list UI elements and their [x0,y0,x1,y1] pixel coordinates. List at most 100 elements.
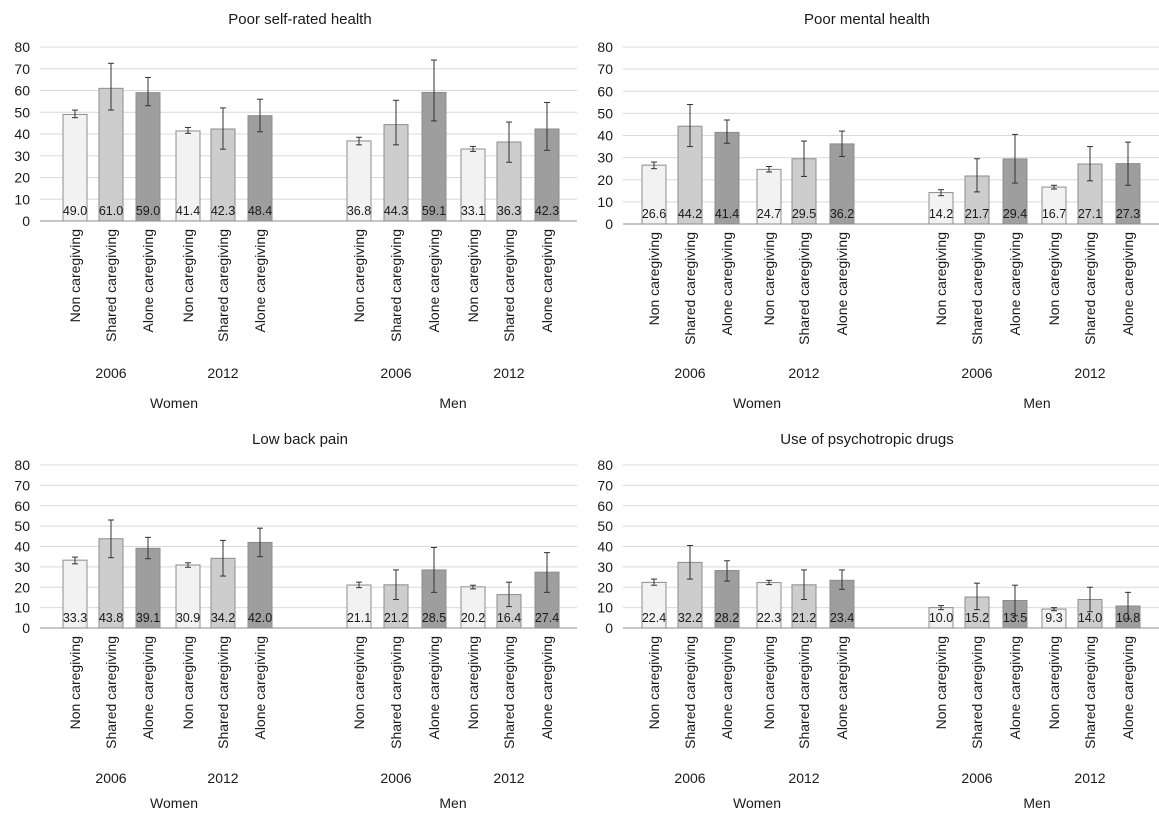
category-label: Alone caregiving [426,636,442,740]
category-label: Shared caregiving [388,229,404,342]
bar [714,131,740,225]
category-label: Shared caregiving [1082,232,1098,345]
category-label: Alone caregiving [252,636,268,740]
y-tick-label: 20 [14,579,30,595]
data-label: 21.2 [792,611,816,625]
data-label: 28.5 [422,611,446,625]
bar [756,168,782,225]
group-label: Men [1023,395,1050,411]
chart-panel-1: Poor self-rated health 0 10 20 30 40 50 60 70 80 4… [14,11,577,411]
bar [346,584,372,629]
data-label: 20.2 [461,611,485,625]
y-tick-label: 40 [14,539,30,555]
y-tick-label: 0 [605,216,613,232]
group-label: Men [439,795,466,811]
y-tick-label: 20 [597,172,613,188]
y-tick-label: 70 [597,61,613,77]
data-label: 59.1 [422,204,446,218]
data-label: 41.4 [176,204,200,218]
data-label: 15.2 [965,611,989,625]
chart-panel-3: Low back pain 0 10 20 30 40 50 60 70 80 33.3 Non ca… [14,431,577,811]
category-label: Non caregiving [646,232,662,325]
data-label: 44.3 [384,204,408,218]
y-tick-label: 50 [597,518,613,534]
data-label: 42.0 [248,611,272,625]
category-label: Shared caregiving [103,636,119,749]
data-label: 29.5 [792,207,816,221]
data-label: 29.4 [1003,207,1027,221]
category-label: Alone caregiving [252,229,268,333]
year-label: 2012 [1074,770,1105,786]
data-label: 36.8 [347,204,371,218]
data-label: 27.1 [1078,207,1102,221]
category-label: Non caregiving [67,229,83,322]
bar [421,569,447,629]
y-tick-label: 60 [14,498,30,514]
data-label: 22.4 [642,611,666,625]
data-label: 10.0 [929,611,953,625]
category-label: Non caregiving [933,232,949,325]
data-label: 42.3 [535,204,559,218]
bar [641,164,667,225]
data-label: 24.7 [757,207,781,221]
chart-title: Poor mental health [804,11,930,28]
category-label: Shared caregiving [796,636,812,749]
y-tick-label: 40 [597,539,613,555]
category-label: Shared caregiving [501,229,517,342]
category-label: Alone caregiving [719,636,735,740]
category-label: Alone caregiving [426,229,442,333]
category-label: Non caregiving [180,636,196,729]
chart-title: Poor self-rated health [228,11,371,28]
category-label: Non caregiving [67,636,83,729]
data-label: 44.2 [678,207,702,221]
data-label: 9.3 [1045,611,1062,625]
data-label: 41.4 [715,207,739,221]
y-tick-label: 80 [597,39,613,55]
category-label: Alone caregiving [539,229,555,333]
category-label: Shared caregiving [969,636,985,749]
category-label: Shared caregiving [682,636,698,749]
data-label: 13.5 [1003,611,1027,625]
group-label: Women [150,395,198,411]
category-label: Alone caregiving [140,636,156,740]
group-label: Men [1023,795,1050,811]
year-label: 2006 [95,365,126,381]
data-label: 36.2 [830,207,854,221]
data-label: 30.9 [176,611,200,625]
data-label: 42.3 [211,204,235,218]
group-label: Women [733,395,781,411]
y-tick-label: 70 [597,477,613,493]
data-label: 23.4 [830,611,854,625]
data-label: 14.2 [929,207,953,221]
bar [346,140,372,222]
data-label: 16.7 [1042,207,1066,221]
y-tick-label: 20 [597,579,613,595]
category-label: Alone caregiving [834,232,850,336]
y-tick-label: 60 [597,83,613,99]
data-label: 14.0 [1078,611,1102,625]
y-tick-label: 80 [14,457,30,473]
bar [135,547,161,629]
data-label: 39.1 [136,611,160,625]
category-label: Shared caregiving [501,636,517,749]
category-label: Non caregiving [646,636,662,729]
chart-panel-2: Poor mental health 0 10 20 30 40 50 60 70 80 26.6 N… [597,11,1159,411]
year-label: 2006 [95,770,126,786]
category-label: Non caregiving [761,232,777,325]
category-label: Alone caregiving [140,229,156,333]
bar [135,92,161,222]
year-label: 2012 [493,770,524,786]
y-tick-label: 10 [597,194,613,210]
year-label: 2012 [207,365,238,381]
data-label: 59.0 [136,204,160,218]
data-label: 16.4 [497,611,521,625]
y-tick-label: 10 [14,600,30,616]
y-tick-label: 70 [14,477,30,493]
bar [1041,186,1067,225]
data-label: 22.3 [757,611,781,625]
data-label: 61.0 [99,204,123,218]
y-tick-label: 60 [597,498,613,514]
category-label: Alone caregiving [1120,636,1136,740]
data-label: 28.2 [715,611,739,625]
y-tick-label: 50 [14,104,30,120]
